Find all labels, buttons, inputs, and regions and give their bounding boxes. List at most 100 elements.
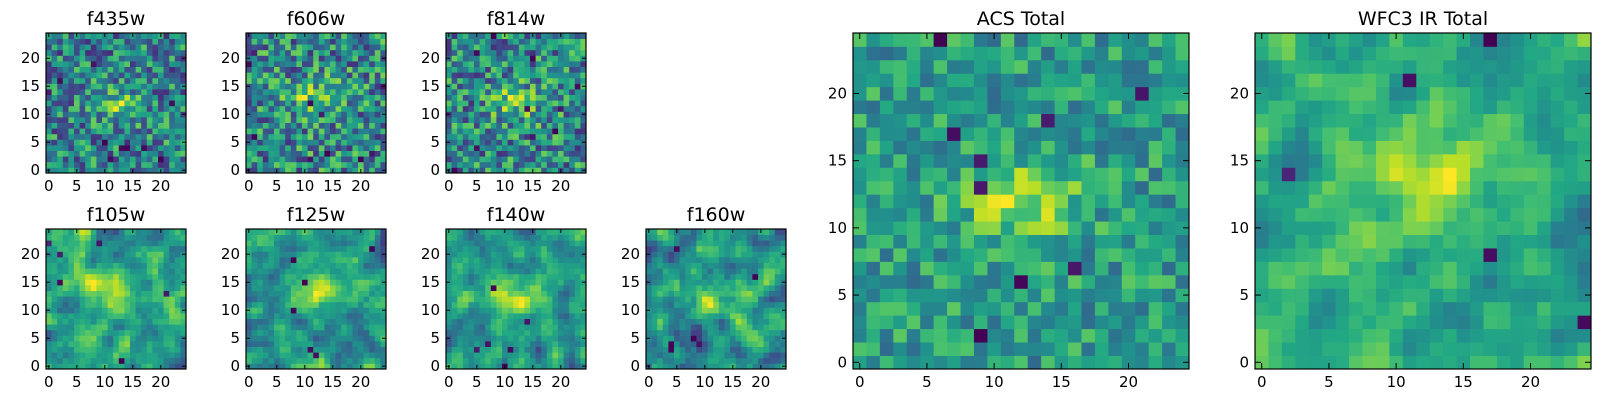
heatmap-cell bbox=[102, 94, 108, 101]
heatmap-cell bbox=[1135, 248, 1150, 262]
heatmap-cell bbox=[335, 122, 342, 129]
heatmap-cell bbox=[920, 234, 935, 249]
heatmap-cell bbox=[518, 346, 525, 353]
heatmap-cell bbox=[274, 268, 280, 275]
heatmap-cell bbox=[524, 324, 531, 331]
heatmap-cell bbox=[479, 279, 486, 286]
heatmap-cell bbox=[302, 49, 308, 56]
heatmap-cell bbox=[1054, 221, 1069, 235]
heatmap-cell bbox=[46, 257, 52, 263]
heatmap-cell bbox=[79, 335, 86, 342]
heatmap-cell bbox=[541, 335, 548, 342]
heatmap-cell bbox=[279, 318, 286, 325]
heatmap-cell bbox=[363, 111, 370, 118]
heatmap-cell bbox=[657, 335, 664, 342]
heatmap-cell bbox=[541, 117, 548, 123]
heatmap-cell bbox=[702, 324, 708, 331]
heatmap-cell bbox=[335, 133, 342, 140]
heatmap-cell bbox=[152, 273, 159, 280]
heatmap-cell bbox=[68, 229, 75, 235]
heatmap-cell bbox=[246, 150, 252, 157]
heatmap-cell bbox=[318, 89, 325, 95]
heatmap-cell bbox=[530, 44, 536, 51]
heatmap-cell bbox=[363, 240, 370, 247]
heatmap-cell bbox=[479, 139, 486, 146]
heatmap-cell bbox=[68, 161, 75, 168]
heatmap-cell bbox=[1175, 261, 1190, 276]
heatmap-cell bbox=[130, 94, 136, 101]
heatmap-cell bbox=[290, 55, 297, 62]
heatmap-cell bbox=[174, 122, 181, 129]
heatmap-cell bbox=[163, 55, 170, 62]
heatmap-cell bbox=[541, 55, 548, 62]
heatmap-cell bbox=[324, 273, 331, 280]
heatmap-cell bbox=[457, 156, 464, 163]
heatmap-cell bbox=[352, 38, 359, 45]
heatmap-cell bbox=[690, 357, 697, 364]
heatmap-cell bbox=[374, 145, 381, 151]
heatmap-cell bbox=[518, 240, 525, 247]
heatmap-cell bbox=[502, 346, 508, 353]
heatmap-cell bbox=[552, 335, 559, 342]
heatmap-cell bbox=[118, 100, 125, 107]
heatmap-cell bbox=[558, 313, 564, 319]
heatmap-cell bbox=[490, 139, 497, 146]
heatmap-cell bbox=[1000, 261, 1015, 276]
heatmap-cell bbox=[552, 357, 559, 364]
heatmap-cell bbox=[718, 335, 725, 342]
heatmap-cell bbox=[285, 139, 292, 146]
heatmap-cell bbox=[853, 288, 867, 303]
heatmap-cell bbox=[335, 167, 342, 174]
heatmap-cell bbox=[324, 156, 331, 163]
heatmap-cell bbox=[251, 150, 258, 157]
heatmap-cell bbox=[324, 100, 331, 107]
heatmap-cell bbox=[163, 133, 170, 140]
heatmap-cell bbox=[363, 363, 370, 370]
heatmap-cell bbox=[380, 285, 387, 291]
heatmap-cell bbox=[518, 128, 525, 135]
heatmap-cell bbox=[646, 352, 652, 359]
heatmap-cell bbox=[174, 167, 181, 174]
heatmap-cell bbox=[57, 279, 64, 286]
heatmap-cell bbox=[474, 100, 480, 107]
heatmap-cell bbox=[341, 38, 348, 45]
heatmap-cell bbox=[490, 346, 497, 353]
heatmap-cell bbox=[62, 128, 69, 135]
heatmap-cell bbox=[690, 234, 697, 241]
heatmap-cell bbox=[358, 83, 364, 90]
heatmap-cell bbox=[57, 49, 64, 56]
heatmap-cell bbox=[920, 194, 935, 209]
heatmap-cell bbox=[51, 279, 58, 286]
heatmap-cell bbox=[879, 274, 894, 289]
heatmap-cell bbox=[724, 296, 731, 303]
heatmap-cell bbox=[947, 261, 961, 276]
y-tick-label: 5 bbox=[630, 329, 640, 347]
heatmap-cell bbox=[352, 94, 359, 101]
x-tick-label: 5 bbox=[72, 373, 82, 391]
heatmap-cell bbox=[330, 346, 336, 353]
heatmap-cell bbox=[646, 313, 652, 319]
heatmap-cell bbox=[530, 268, 536, 275]
heatmap-cell bbox=[296, 318, 303, 325]
heatmap-cell bbox=[307, 301, 314, 308]
heatmap-cell bbox=[107, 38, 114, 45]
heatmap-cell bbox=[646, 262, 652, 269]
heatmap-cell bbox=[279, 105, 286, 112]
heatmap-cell bbox=[107, 111, 114, 118]
heatmap-cell bbox=[662, 240, 669, 247]
heatmap-cell bbox=[479, 313, 486, 319]
heatmap-cell bbox=[251, 240, 258, 247]
heatmap-cell bbox=[774, 313, 781, 319]
heatmap-cell bbox=[446, 117, 452, 123]
heatmap-cell bbox=[780, 245, 787, 252]
heatmap-cell bbox=[696, 240, 703, 247]
heatmap-cell bbox=[752, 257, 759, 263]
heatmap-cell bbox=[102, 240, 108, 247]
heatmap-cell bbox=[1135, 274, 1150, 289]
heatmap-cell bbox=[313, 318, 320, 325]
heatmap-cell bbox=[163, 301, 170, 308]
heatmap-cell bbox=[279, 94, 286, 101]
heatmap-cell bbox=[296, 83, 303, 90]
heatmap-cell bbox=[313, 301, 320, 308]
heatmap-cell bbox=[1094, 180, 1109, 195]
